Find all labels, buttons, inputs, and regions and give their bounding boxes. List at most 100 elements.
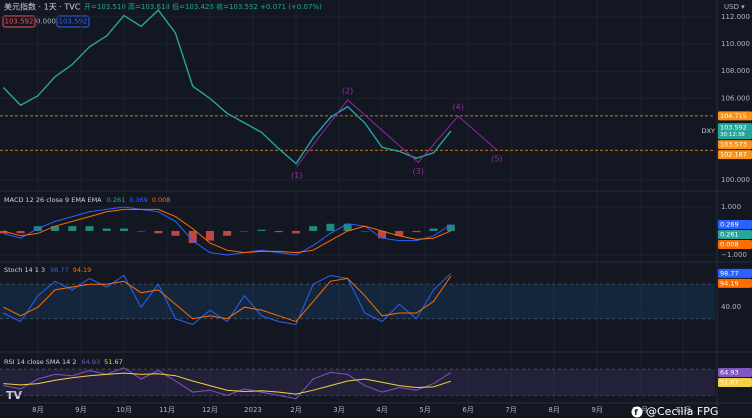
histogram-bar [188, 230, 197, 243]
value-marker-label: 94.19 [720, 279, 739, 287]
histogram-bar [360, 230, 369, 232]
histogram-bar [51, 226, 60, 231]
value-marker-label: 103.592 [720, 124, 747, 132]
value-marker-label: 64.93 [720, 368, 739, 376]
wave-label: (1) [291, 171, 302, 180]
histogram-bar [205, 230, 214, 241]
countdown: 30:12:38 [720, 132, 745, 138]
histogram-bar [102, 228, 111, 231]
histogram-bar [223, 230, 232, 236]
currency: USD ▾ [724, 3, 745, 11]
series-line [3, 275, 452, 323]
wave-label: (3) [412, 167, 423, 176]
indicator-value: 0.008 [152, 196, 171, 204]
value-marker-label: 51.67 [720, 378, 739, 386]
indicator-value: 98.77 [50, 266, 69, 274]
bid: 103.592 [5, 18, 34, 26]
histogram-bar [119, 228, 128, 231]
watermark: @Cecilia FPG [646, 405, 718, 418]
wave-label: (4) [452, 103, 463, 112]
x-tick-label: 2023 [244, 406, 262, 414]
value-marker [718, 220, 752, 230]
y-tick-label: 110.000 [721, 40, 750, 48]
indicator-value: 64.93 [82, 358, 101, 366]
histogram-bar [412, 230, 421, 233]
x-tick-label: 5月 [419, 406, 430, 414]
value-marker [718, 278, 752, 288]
value-marker [718, 240, 752, 250]
value-marker [718, 123, 752, 140]
value-marker-label: 103.573 [720, 141, 747, 149]
value-marker [718, 377, 752, 387]
band [0, 369, 715, 396]
series-line [3, 372, 452, 395]
value-marker-label: 102.187 [720, 151, 747, 159]
x-tick-label: 11月 [159, 406, 175, 414]
value-marker-label: 104.715 [720, 112, 747, 120]
y-tick-label: 100.000 [721, 176, 750, 184]
histogram-bar [16, 230, 25, 234]
y-tick-label: 112.000 [721, 13, 750, 21]
indicator-title: MACD 12 26 close 9 EMA EMA [4, 196, 102, 204]
histogram-bar [137, 230, 146, 232]
symbol-tag: DXY [702, 127, 715, 135]
indicator-value: 0.261 [107, 196, 126, 204]
ask-box [56, 15, 90, 28]
histogram-bar [291, 230, 300, 234]
histogram-bar [68, 226, 77, 231]
x-tick-label: 4月 [376, 406, 387, 414]
histogram-bar [0, 230, 8, 234]
fb-icon-letter: f [634, 408, 638, 417]
histogram-bar [240, 230, 249, 232]
histogram-bar [326, 223, 335, 231]
ask: 103.592 [59, 18, 88, 26]
series-line [3, 206, 452, 256]
value-marker [718, 111, 752, 121]
histogram-bar [154, 230, 163, 234]
x-tick-label: 8月 [32, 406, 43, 414]
value-marker [718, 150, 752, 160]
x-tick-label: 12月 [202, 406, 218, 414]
wave-label: (5) [491, 155, 502, 164]
value-marker-label: 0.261 [720, 231, 739, 239]
histogram-bar [309, 226, 318, 231]
histogram-bar [446, 224, 455, 231]
value-marker-label: 0.269 [720, 221, 739, 229]
histogram-bar [378, 230, 387, 239]
symbol: 美元指数 · 1天 · TVC [4, 2, 81, 12]
histogram-bar [274, 230, 283, 233]
indicator-value: 0.369 [129, 196, 148, 204]
histogram-bar [395, 230, 404, 236]
wave-label: (2) [342, 86, 353, 95]
y-tick-label: 108.000 [721, 67, 750, 75]
histogram-bar [343, 223, 352, 231]
ohlc: 开=103.510 高=103.618 低=103.426 收=103.592 … [84, 2, 322, 11]
histogram-bar [429, 228, 438, 231]
y-tick-label: 106.000 [721, 94, 750, 102]
indicator-value: 94.19 [73, 266, 92, 274]
y-tick-label: 1.000 [721, 203, 741, 211]
band [0, 284, 715, 319]
x-tick-label: 9月 [591, 406, 602, 414]
value-marker [718, 268, 752, 278]
value-marker-label: 98.77 [720, 269, 739, 277]
histogram-bar [85, 226, 94, 231]
series-line [2, 9, 452, 165]
x-tick-label: 11月 [675, 406, 691, 414]
series-line [3, 367, 452, 400]
indicator-value: 51.67 [104, 358, 123, 366]
histogram-bar [257, 229, 266, 231]
x-tick-label: 10月 [116, 406, 132, 414]
x-tick-label: 8月 [548, 406, 559, 414]
value-marker [718, 140, 752, 150]
value-marker [718, 230, 752, 240]
series-line [3, 208, 452, 254]
fb-icon [631, 406, 643, 418]
x-tick-label: 2月 [290, 406, 301, 414]
spread: 0.000 [36, 18, 56, 26]
value-marker [718, 367, 752, 377]
x-tick-label: 9月 [75, 406, 86, 414]
indicator-title: RSI 14 close SMA 14 2 [4, 358, 77, 366]
y-tick-label: −1.000 [721, 251, 747, 259]
